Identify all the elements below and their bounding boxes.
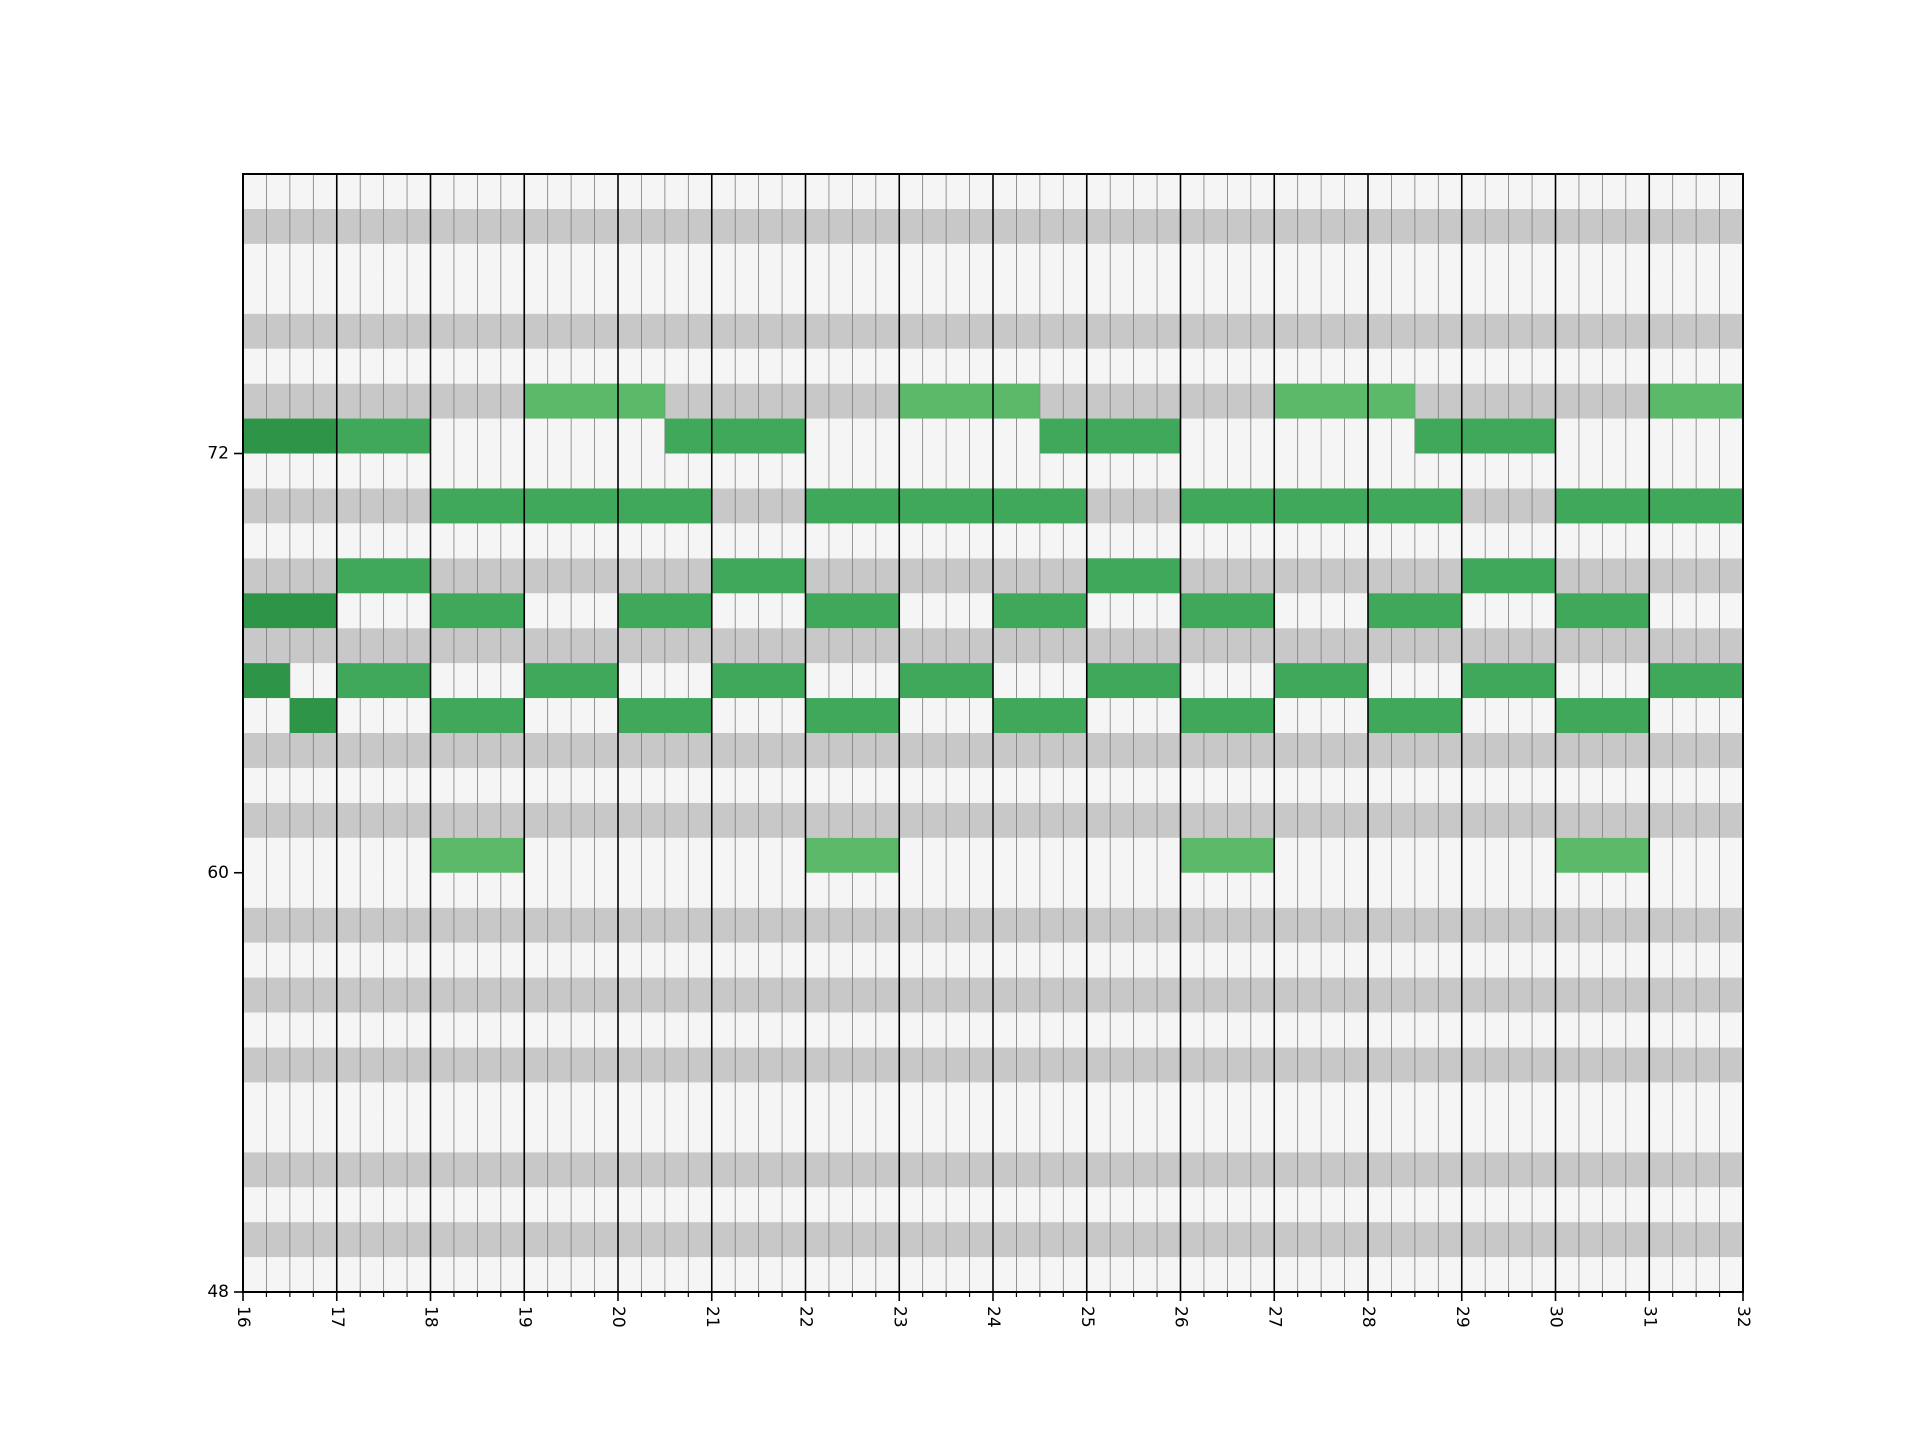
note-block bbox=[1274, 663, 1368, 699]
note-block bbox=[1086, 663, 1181, 699]
x-tick-label: 26 bbox=[1171, 1306, 1191, 1328]
note-block bbox=[618, 698, 712, 733]
note-block bbox=[1555, 837, 1650, 873]
y-tick-label: 72 bbox=[207, 444, 229, 464]
note-block bbox=[664, 418, 712, 454]
note-block bbox=[430, 488, 525, 524]
note-block bbox=[1086, 558, 1181, 594]
x-tick-label: 21 bbox=[702, 1306, 722, 1328]
note-block bbox=[711, 663, 806, 699]
x-tick-label: 20 bbox=[608, 1306, 628, 1328]
x-axis: 16 17 18 19 20 21 22 23 24 25 26 27 28 29 30 31 32 bbox=[233, 1292, 1753, 1328]
note-block bbox=[1039, 418, 1087, 454]
note-block bbox=[430, 837, 525, 873]
x-tick-label: 18 bbox=[421, 1306, 441, 1328]
x-tick-label: 29 bbox=[1452, 1306, 1472, 1328]
x-tick-label: 32 bbox=[1733, 1306, 1753, 1328]
note-block bbox=[899, 383, 1040, 419]
note-block bbox=[805, 488, 1087, 524]
notes bbox=[243, 383, 1743, 873]
note-block bbox=[1180, 488, 1462, 524]
note-block bbox=[1368, 593, 1462, 629]
x-tick-label: 28 bbox=[1358, 1306, 1378, 1328]
x-tick-label: 27 bbox=[1264, 1306, 1284, 1328]
note-block bbox=[336, 418, 431, 454]
note-block bbox=[430, 593, 525, 629]
y-tick-label: 48 bbox=[207, 1282, 229, 1302]
note-block bbox=[524, 663, 618, 699]
note-block bbox=[1368, 698, 1462, 733]
note-block bbox=[336, 663, 431, 699]
note-block bbox=[289, 698, 337, 733]
note-block bbox=[1461, 663, 1556, 699]
note-block bbox=[805, 698, 900, 733]
note-block bbox=[1555, 593, 1650, 629]
note-block bbox=[243, 418, 337, 454]
note-block bbox=[805, 593, 900, 629]
note-block bbox=[899, 663, 993, 699]
note-block bbox=[711, 418, 806, 454]
note-block bbox=[243, 593, 337, 629]
x-tick-label: 22 bbox=[796, 1306, 816, 1328]
y-axis: 48 60 72 bbox=[207, 444, 243, 1302]
note-block bbox=[1555, 698, 1650, 733]
note-block bbox=[1461, 418, 1556, 454]
note-block bbox=[336, 558, 431, 594]
note-block bbox=[1649, 383, 1743, 419]
x-tick-label: 30 bbox=[1546, 1306, 1566, 1328]
x-tick-label: 25 bbox=[1077, 1306, 1097, 1328]
x-tick-label: 17 bbox=[327, 1306, 347, 1328]
note-block bbox=[1086, 418, 1181, 454]
note-block bbox=[430, 698, 525, 733]
x-tick-label: 31 bbox=[1639, 1306, 1659, 1328]
note-block bbox=[1180, 593, 1275, 629]
note-block bbox=[524, 383, 665, 419]
note-block bbox=[1274, 383, 1415, 419]
note-block bbox=[993, 698, 1087, 733]
note-block bbox=[618, 593, 712, 629]
note-block bbox=[993, 593, 1087, 629]
x-tick-label: 24 bbox=[983, 1306, 1003, 1328]
note-block bbox=[1414, 418, 1462, 454]
note-block bbox=[805, 837, 900, 873]
major-grid bbox=[335, 174, 1651, 1292]
note-block bbox=[1461, 558, 1556, 594]
note-block bbox=[1180, 837, 1275, 873]
x-tick-label: 23 bbox=[889, 1306, 909, 1328]
x-tick-label: 19 bbox=[514, 1306, 534, 1328]
note-block bbox=[1649, 663, 1743, 699]
note-block bbox=[243, 663, 290, 699]
note-block bbox=[711, 558, 806, 594]
note-block bbox=[1180, 698, 1275, 733]
y-tick-label: 60 bbox=[207, 863, 229, 883]
x-tick-label: 16 bbox=[233, 1306, 253, 1328]
